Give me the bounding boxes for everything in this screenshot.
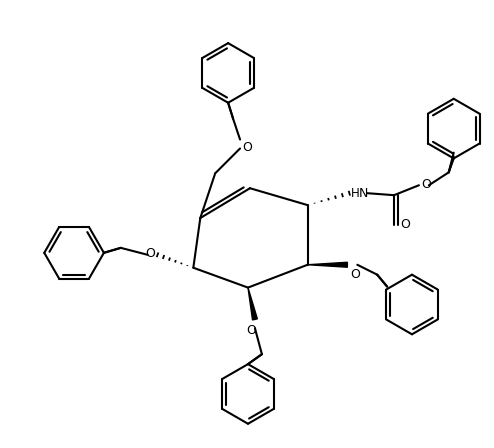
Polygon shape [248, 288, 257, 320]
Text: O: O [146, 247, 156, 260]
Polygon shape [308, 262, 347, 267]
Text: O: O [350, 268, 360, 281]
Text: H: H [351, 187, 360, 200]
Text: O: O [400, 217, 410, 231]
Text: O: O [421, 178, 431, 191]
Text: O: O [242, 141, 252, 154]
Text: O: O [246, 324, 256, 337]
Text: N: N [358, 187, 368, 200]
